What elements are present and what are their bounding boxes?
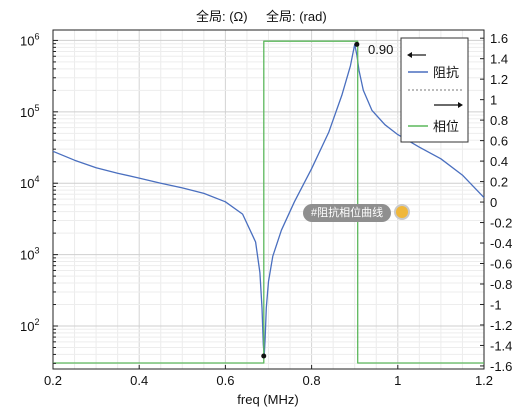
curve-name-badge[interactable]: #阻抗相位曲线 [303, 204, 392, 222]
y-right-tick-label: -1.6 [490, 359, 512, 374]
x-tick-label: 0.2 [44, 373, 62, 388]
y-right-tick-label: 0 [490, 195, 497, 210]
y-right-tick-label: 1.2 [490, 72, 508, 87]
x-tick-label: 1.2 [475, 373, 493, 388]
y-left-tick-exponent: 3 [34, 246, 39, 256]
y-right-tick-label: -0.2 [490, 216, 512, 231]
y-left-tick-label: 105 [20, 103, 39, 120]
legend-left-arrow-head [407, 52, 412, 58]
y-right-tick-label: 0.6 [490, 134, 508, 149]
annotation-peak-value: 0.90 [368, 42, 393, 57]
y-right-tick-label: 1.6 [490, 31, 508, 46]
y-right-tick-label: -1.2 [490, 318, 512, 333]
x-tick-label: 0.6 [216, 373, 234, 388]
y-right-tick-label: 0.4 [490, 154, 508, 169]
legend[interactable]: 阻抗 相位 [400, 37, 469, 143]
y-left-tick-label: 103 [20, 246, 39, 263]
x-tick-label: 0.4 [130, 373, 148, 388]
y-left-tick-label: 106 [20, 31, 39, 48]
y-right-tick-label: 1 [490, 93, 497, 108]
y-right-tick-label: -1 [490, 297, 502, 312]
data-point-marker [354, 41, 360, 47]
y-left-tick-exponent: 6 [34, 31, 39, 41]
title-right: 全局: (rad) [266, 9, 327, 24]
y-right-tick-label: -0.4 [490, 236, 512, 251]
y-right-tick-label: 0.8 [490, 113, 508, 128]
legend-label-impedance: 阻抗 [433, 65, 459, 80]
y-right-tick-label: -1.4 [490, 338, 512, 353]
x-tick-label: 1 [394, 373, 401, 388]
x-tick-label: 0.8 [303, 373, 321, 388]
grid [52, 30, 485, 369]
legend-label-phase: 相位 [433, 119, 459, 134]
data-point-marker [261, 353, 267, 359]
legend-right-arrow-head [458, 102, 463, 108]
y-right-tick-label: -0.6 [490, 257, 512, 272]
y-right-tick-label: 0.2 [490, 175, 508, 190]
y-left-tick-exponent: 5 [34, 103, 39, 113]
y-right-tick-label: 1.4 [490, 52, 508, 67]
series-layer [52, 40, 485, 364]
title-left: 全局: (Ω) [196, 9, 248, 24]
y-left-tick-exponent: 4 [34, 174, 39, 184]
series-line-impedance [52, 43, 485, 357]
y-left-tick-label: 102 [20, 317, 39, 334]
x-axis-label: freq (MHz) [237, 392, 298, 407]
y-left-tick-exponent: 2 [34, 317, 39, 327]
y-left-tick-label: 104 [20, 174, 39, 191]
series-line-phase [53, 40, 484, 364]
y-right-tick-label: -0.8 [490, 277, 512, 292]
badge-status-dot[interactable] [396, 206, 408, 218]
